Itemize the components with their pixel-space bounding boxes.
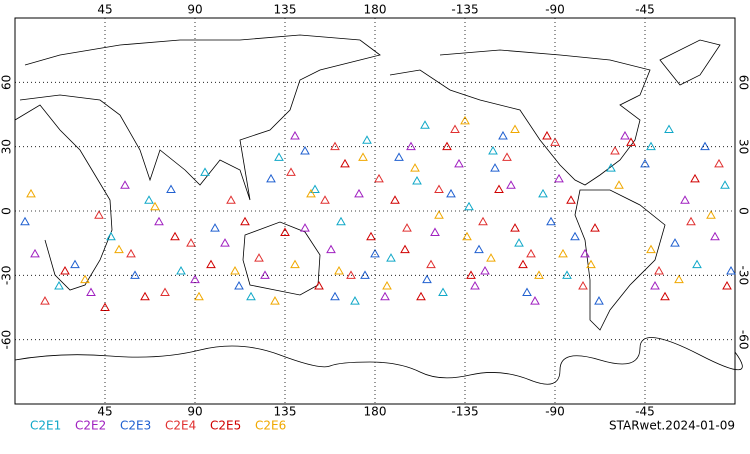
legend-entry: C2E1	[30, 419, 61, 433]
x-tick-label-top: 135	[274, 3, 297, 17]
x-tick-label-top: 180	[364, 3, 387, 17]
x-tick-label-top: 90	[187, 3, 202, 17]
x-tick-label-bottom: 135	[274, 405, 297, 419]
x-tick-label-bottom: -90	[545, 405, 565, 419]
x-tick-label-top: -135	[451, 3, 478, 17]
y-tick-label-left: 60	[0, 75, 14, 90]
y-tick-label-right: -30	[737, 266, 750, 286]
y-tick-label-left: -60	[0, 330, 14, 350]
date-stamp: STARwet.2024-01-09	[609, 419, 735, 433]
y-tick-label-left: 0	[0, 207, 14, 215]
legend-entry: C2E6	[255, 419, 286, 433]
x-tick-label-bottom: 180	[364, 405, 387, 419]
legend-entry: C2E2	[75, 419, 106, 433]
y-tick-label-right: 0	[737, 207, 750, 215]
legend-entry: C2E4	[165, 419, 196, 433]
legend-entry: C2E5	[210, 419, 241, 433]
y-tick-label-right: -60	[737, 330, 750, 350]
x-tick-label-top: 45	[97, 3, 112, 17]
legend-entry: C2E3	[120, 419, 151, 433]
x-tick-label-bottom: 45	[97, 405, 112, 419]
y-tick-label-left: -30	[0, 266, 14, 286]
x-tick-label-bottom: -45	[635, 405, 655, 419]
x-tick-label-top: -90	[545, 3, 565, 17]
x-tick-label-bottom: 90	[187, 405, 202, 419]
x-tick-label-top: -45	[635, 3, 655, 17]
y-tick-label-left: 30	[0, 139, 14, 154]
y-tick-label-right: 30	[737, 139, 750, 154]
x-tick-label-bottom: -135	[451, 405, 478, 419]
y-tick-label-right: 60	[737, 75, 750, 90]
